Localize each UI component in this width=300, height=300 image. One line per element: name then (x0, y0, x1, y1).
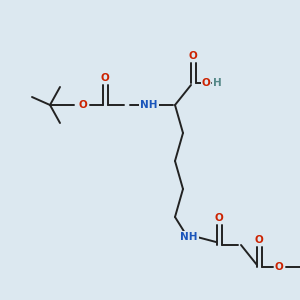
Text: H: H (213, 78, 221, 88)
Text: O: O (274, 262, 284, 272)
Text: O: O (214, 213, 224, 223)
Text: O: O (202, 78, 210, 88)
Text: O: O (100, 73, 109, 83)
Text: NH: NH (140, 100, 158, 110)
Text: O: O (79, 100, 87, 110)
Text: O: O (189, 51, 197, 61)
Text: O: O (255, 235, 263, 245)
Text: NH: NH (180, 232, 198, 242)
